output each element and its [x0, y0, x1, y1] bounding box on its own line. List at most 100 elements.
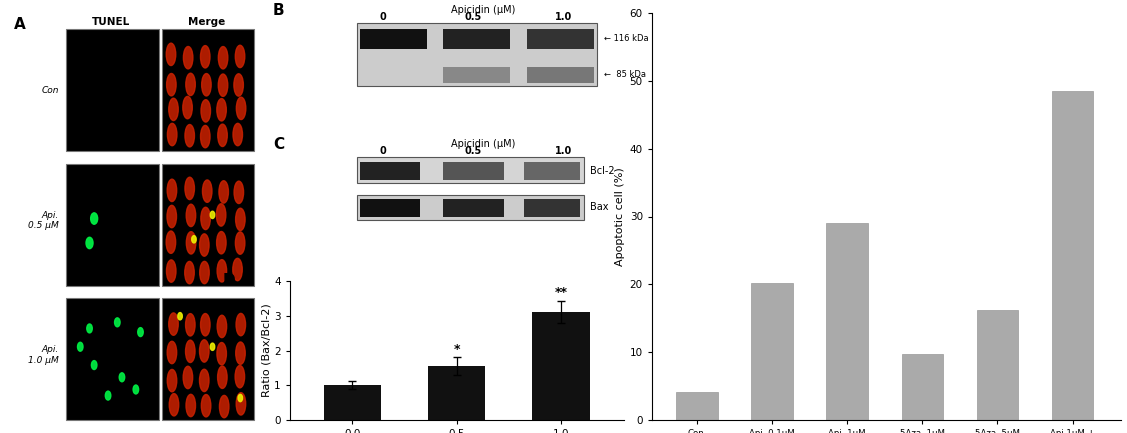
Bar [527, 67, 594, 83]
Ellipse shape [219, 47, 228, 69]
Bar [532, 312, 589, 420]
Text: Merge: Merge [188, 17, 225, 27]
Ellipse shape [167, 205, 177, 228]
Text: 0.5: 0.5 [464, 12, 482, 22]
Ellipse shape [218, 260, 227, 282]
Text: Apicidin (μM): Apicidin (μM) [451, 5, 516, 15]
Bar [676, 391, 718, 420]
Ellipse shape [236, 365, 245, 388]
Ellipse shape [167, 179, 177, 201]
Bar [443, 200, 504, 217]
Text: ←  85 kDa: ← 85 kDa [604, 71, 646, 79]
Text: B: B [273, 3, 285, 19]
Ellipse shape [185, 125, 195, 147]
Text: A: A [14, 17, 26, 32]
Ellipse shape [216, 204, 225, 226]
Circle shape [87, 324, 92, 333]
Bar [902, 354, 943, 420]
Bar [524, 200, 580, 217]
Ellipse shape [186, 204, 196, 226]
Ellipse shape [219, 181, 229, 203]
Ellipse shape [167, 43, 176, 65]
Text: *: * [453, 343, 460, 356]
Ellipse shape [169, 98, 178, 120]
Ellipse shape [216, 99, 227, 121]
Ellipse shape [167, 369, 177, 392]
Bar [527, 29, 594, 49]
Text: 1.0: 1.0 [554, 146, 573, 156]
Ellipse shape [199, 369, 208, 391]
Ellipse shape [169, 394, 179, 416]
Ellipse shape [186, 394, 195, 417]
Ellipse shape [218, 366, 228, 388]
Y-axis label: Apoptotic cell (%): Apoptotic cell (%) [615, 167, 625, 266]
Ellipse shape [236, 342, 246, 364]
Ellipse shape [199, 340, 208, 362]
Bar [443, 162, 504, 180]
Ellipse shape [201, 100, 211, 122]
Ellipse shape [185, 177, 195, 200]
Ellipse shape [216, 343, 227, 365]
Bar [977, 310, 1018, 420]
Text: TUNEL: TUNEL [92, 17, 131, 27]
Bar [66, 29, 159, 152]
Ellipse shape [218, 124, 228, 146]
Bar [161, 164, 255, 286]
Text: Api.
1.0 μM: Api. 1.0 μM [28, 345, 59, 365]
Bar [161, 298, 255, 420]
Ellipse shape [201, 126, 210, 148]
Text: 0: 0 [380, 12, 387, 22]
Ellipse shape [234, 181, 243, 204]
Text: Bcl-2: Bcl-2 [591, 166, 615, 176]
Ellipse shape [202, 74, 211, 96]
Bar [826, 223, 868, 420]
Ellipse shape [236, 313, 246, 336]
Ellipse shape [169, 313, 178, 335]
Bar [360, 162, 420, 180]
Ellipse shape [218, 315, 227, 338]
Bar [356, 195, 584, 220]
Ellipse shape [219, 74, 228, 97]
Circle shape [115, 318, 121, 327]
Ellipse shape [202, 394, 211, 417]
Ellipse shape [201, 45, 210, 68]
Bar [524, 162, 580, 180]
Ellipse shape [168, 123, 177, 146]
Ellipse shape [166, 231, 176, 253]
Text: 0: 0 [380, 146, 387, 156]
Ellipse shape [233, 123, 242, 146]
Ellipse shape [233, 259, 242, 281]
Text: Api.
0.5 μM: Api. 0.5 μM [28, 211, 59, 230]
Text: 0.5: 0.5 [464, 146, 482, 156]
Bar [428, 366, 486, 420]
Bar [66, 164, 159, 286]
Ellipse shape [237, 97, 246, 120]
Circle shape [133, 385, 139, 394]
Ellipse shape [186, 340, 195, 362]
Ellipse shape [234, 74, 243, 96]
Ellipse shape [186, 232, 196, 254]
Ellipse shape [199, 234, 210, 256]
Circle shape [178, 313, 183, 320]
Ellipse shape [167, 74, 176, 96]
Circle shape [238, 394, 242, 402]
Circle shape [78, 342, 83, 351]
Text: **: ** [554, 286, 568, 299]
Bar [443, 29, 511, 49]
Ellipse shape [167, 341, 177, 364]
Bar [323, 385, 381, 420]
Circle shape [91, 361, 97, 369]
Bar [1051, 91, 1093, 420]
Circle shape [192, 236, 196, 243]
Y-axis label: Ratio (Bax/Bcl-2): Ratio (Bax/Bcl-2) [261, 304, 272, 397]
Ellipse shape [199, 262, 210, 284]
Ellipse shape [186, 73, 195, 96]
Text: D: D [223, 273, 236, 288]
Bar [356, 157, 584, 183]
Ellipse shape [220, 395, 229, 418]
Ellipse shape [183, 97, 193, 119]
Ellipse shape [237, 393, 246, 415]
Bar [356, 23, 597, 86]
Ellipse shape [167, 260, 176, 282]
Ellipse shape [236, 232, 245, 254]
